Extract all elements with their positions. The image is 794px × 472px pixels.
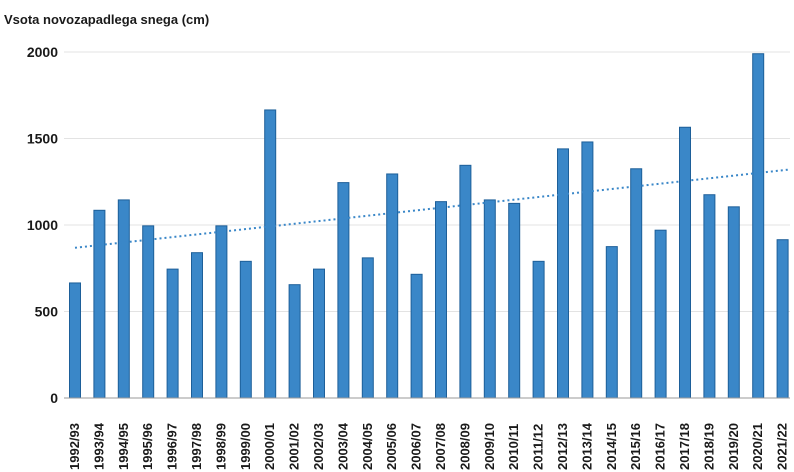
x-tick-label: 2008/09 [457, 423, 472, 470]
x-tick-label: 2013/14 [579, 422, 594, 470]
bar [532, 260, 545, 399]
y-axis-title: Vsota novozapadlega snega (cm) [4, 12, 209, 27]
x-tick-label: 2017/18 [677, 423, 692, 470]
x-tick-label: 2019/20 [726, 423, 741, 470]
bar [361, 257, 374, 399]
bar [508, 202, 521, 399]
y-tick-label: 1500 [27, 131, 58, 147]
bar [410, 273, 423, 399]
bar [679, 126, 691, 399]
y-tick-label: 1000 [27, 217, 58, 233]
x-tick-label: 2021/22 [775, 423, 790, 470]
x-tick-label: 2015/16 [628, 423, 643, 470]
bar [215, 225, 228, 399]
bar [69, 282, 81, 399]
bar [703, 194, 716, 399]
x-tick-label: 1997/98 [189, 423, 204, 470]
bar [435, 201, 447, 399]
bars [69, 53, 789, 399]
x-tick-label: 2002/03 [311, 423, 326, 470]
bar [264, 109, 277, 399]
bar [117, 199, 130, 399]
x-tick-label: 2007/08 [433, 423, 448, 470]
bar [93, 209, 106, 399]
x-tick-label: 2020/21 [750, 423, 765, 470]
x-tick-label: 2001/02 [287, 423, 302, 470]
bar [288, 284, 301, 399]
bar [459, 164, 472, 399]
y-axis-ticks: 0 500 1000 1500 2000 [27, 44, 58, 406]
bar [776, 239, 789, 399]
bar [337, 182, 350, 399]
bar [654, 229, 667, 399]
x-tick-label: 2005/06 [384, 423, 399, 470]
y-tick-label: 500 [35, 304, 59, 320]
y-tick-label: 0 [50, 390, 58, 406]
x-tick-label: 2012/13 [555, 423, 570, 470]
x-tick-label: 2018/19 [701, 423, 716, 470]
gridlines [64, 51, 790, 312]
x-axis-ticks: 1992/93 1993/94 1994/95 1995/96 1996/97 1997/… [67, 422, 790, 470]
y-tick-label: 2000 [27, 44, 58, 60]
x-tick-label: 1998/99 [213, 423, 228, 470]
x-tick-label: 2016/17 [653, 423, 668, 470]
x-tick-label: 2006/07 [409, 423, 424, 470]
x-tick-label: 1992/93 [67, 423, 82, 470]
bar [557, 148, 569, 399]
bar [239, 260, 252, 399]
x-tick-label: 2003/04 [335, 422, 350, 470]
x-tick-label: 1999/00 [238, 423, 253, 470]
x-tick-label: 2011/12 [531, 424, 546, 470]
bar [313, 268, 325, 399]
x-tick-label: 2010/11 [506, 424, 521, 470]
bar [752, 53, 765, 399]
x-tick-label: 1993/94 [91, 422, 106, 470]
x-tick-label: 1996/97 [165, 423, 180, 470]
x-tick-label: 2014/15 [604, 423, 619, 470]
bar [142, 225, 155, 399]
bar [483, 199, 496, 399]
x-tick-label: 2009/10 [482, 423, 497, 470]
bar [166, 268, 179, 399]
bar [191, 252, 203, 399]
bar [605, 246, 618, 399]
x-tick-label: 1994/95 [116, 423, 131, 470]
bar [386, 173, 399, 399]
bar [581, 141, 594, 399]
x-tick-label: 2004/05 [360, 423, 375, 470]
bar [630, 168, 643, 399]
x-tick-label: 1995/96 [140, 423, 155, 470]
x-tick-label: 2000/01 [262, 423, 277, 470]
bar [727, 206, 740, 399]
